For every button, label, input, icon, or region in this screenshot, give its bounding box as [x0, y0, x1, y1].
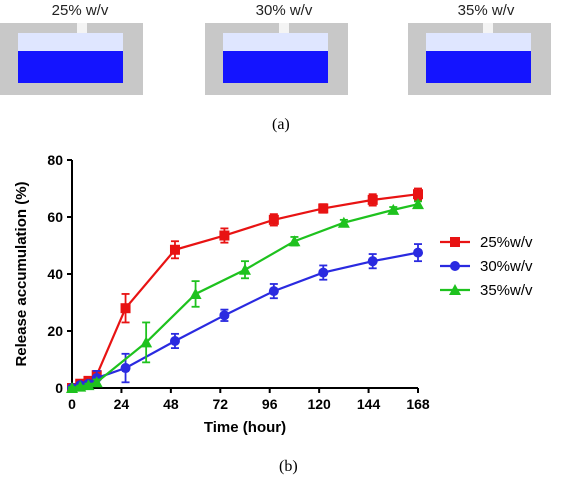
y-tick-label: 0: [55, 380, 63, 396]
data-point: [318, 267, 329, 278]
y-axis-label: Release accumulation (%): [13, 181, 30, 366]
data-point: [219, 310, 230, 321]
vial-tube: [426, 33, 531, 83]
legend-item: 30%w/v: [440, 258, 533, 275]
vial-label-35: 35% w/v: [457, 2, 515, 19]
data-point: [169, 244, 180, 255]
vial-label-30: 30% w/v: [255, 2, 313, 19]
data-point: [90, 376, 103, 388]
legend-marker: [450, 261, 460, 271]
data-point: [337, 216, 350, 228]
x-tick-label: 144: [357, 396, 381, 412]
data-point: [120, 363, 131, 374]
legend-item: 35%w/v: [440, 282, 533, 299]
y-tick-label: 60: [47, 209, 63, 225]
chart-legend: 25%w/v 30%w/v 35%w/v: [440, 234, 533, 299]
legend-item: 25%w/v: [440, 234, 533, 251]
y-tick-label: 40: [47, 266, 63, 282]
y-tick-label: 20: [47, 323, 63, 339]
data-point: [268, 286, 279, 297]
data-point: [412, 198, 424, 210]
x-tick-label: 48: [163, 396, 179, 412]
vial-neck: [279, 23, 289, 33]
x-tick-label: 120: [307, 396, 331, 412]
x-axis-label: Time (hour): [204, 419, 286, 436]
series-3: [66, 198, 424, 393]
data-point: [268, 214, 279, 225]
x-tick-label: 96: [262, 396, 278, 412]
legend-marker: [449, 284, 461, 295]
x-tick-label: 24: [114, 396, 130, 412]
y-tick-label: 80: [47, 152, 63, 168]
vial-tube: [223, 33, 328, 83]
series-line: [71, 203, 419, 390]
vial-neck: [77, 23, 87, 33]
vial-headspace: [18, 33, 123, 51]
data-point: [413, 189, 423, 200]
data-point: [120, 303, 131, 314]
vial-liquid: [426, 51, 531, 83]
legend-marker: [450, 237, 460, 247]
vial-35: [408, 23, 551, 95]
vial-liquid: [18, 51, 123, 83]
data-point: [367, 256, 378, 267]
data-point: [288, 235, 301, 247]
data-point: [169, 335, 180, 346]
vial-headspace: [223, 33, 328, 51]
data-point: [367, 194, 378, 205]
data-point: [82, 379, 95, 391]
chart-series: [66, 187, 424, 393]
legend-label: 25%w/v: [480, 234, 533, 251]
caption-a: (a): [272, 116, 290, 133]
vial-tube: [18, 33, 123, 83]
data-point: [413, 247, 423, 258]
release-chart: 0 20 40 60 80 0 24 48 72 96 120 144 168 25%w/v 30%w/v…: [13, 152, 533, 436]
vial-neck: [483, 23, 493, 33]
x-tick-label: 72: [212, 396, 228, 412]
caption-b: (b): [279, 458, 298, 475]
vial-liquid: [223, 51, 328, 83]
x-tick-label: 0: [68, 396, 76, 412]
x-tick-label: 168: [406, 396, 430, 412]
series-line: [71, 193, 419, 389]
data-point: [140, 336, 153, 348]
vial-headspace: [426, 33, 531, 51]
data-point: [387, 203, 400, 215]
vial-label-25: 25% w/v: [51, 2, 109, 19]
data-point: [239, 263, 251, 275]
chart-axes: 0 20 40 60 80 0 24 48 72 96 120 144 168: [47, 152, 429, 412]
vial-25: [0, 23, 143, 95]
legend-label: 30%w/v: [480, 258, 533, 275]
vial-30: [205, 23, 348, 95]
data-point: [189, 287, 202, 299]
legend-label: 35%w/v: [480, 282, 533, 299]
data-point: [318, 203, 329, 214]
data-point: [219, 230, 230, 241]
